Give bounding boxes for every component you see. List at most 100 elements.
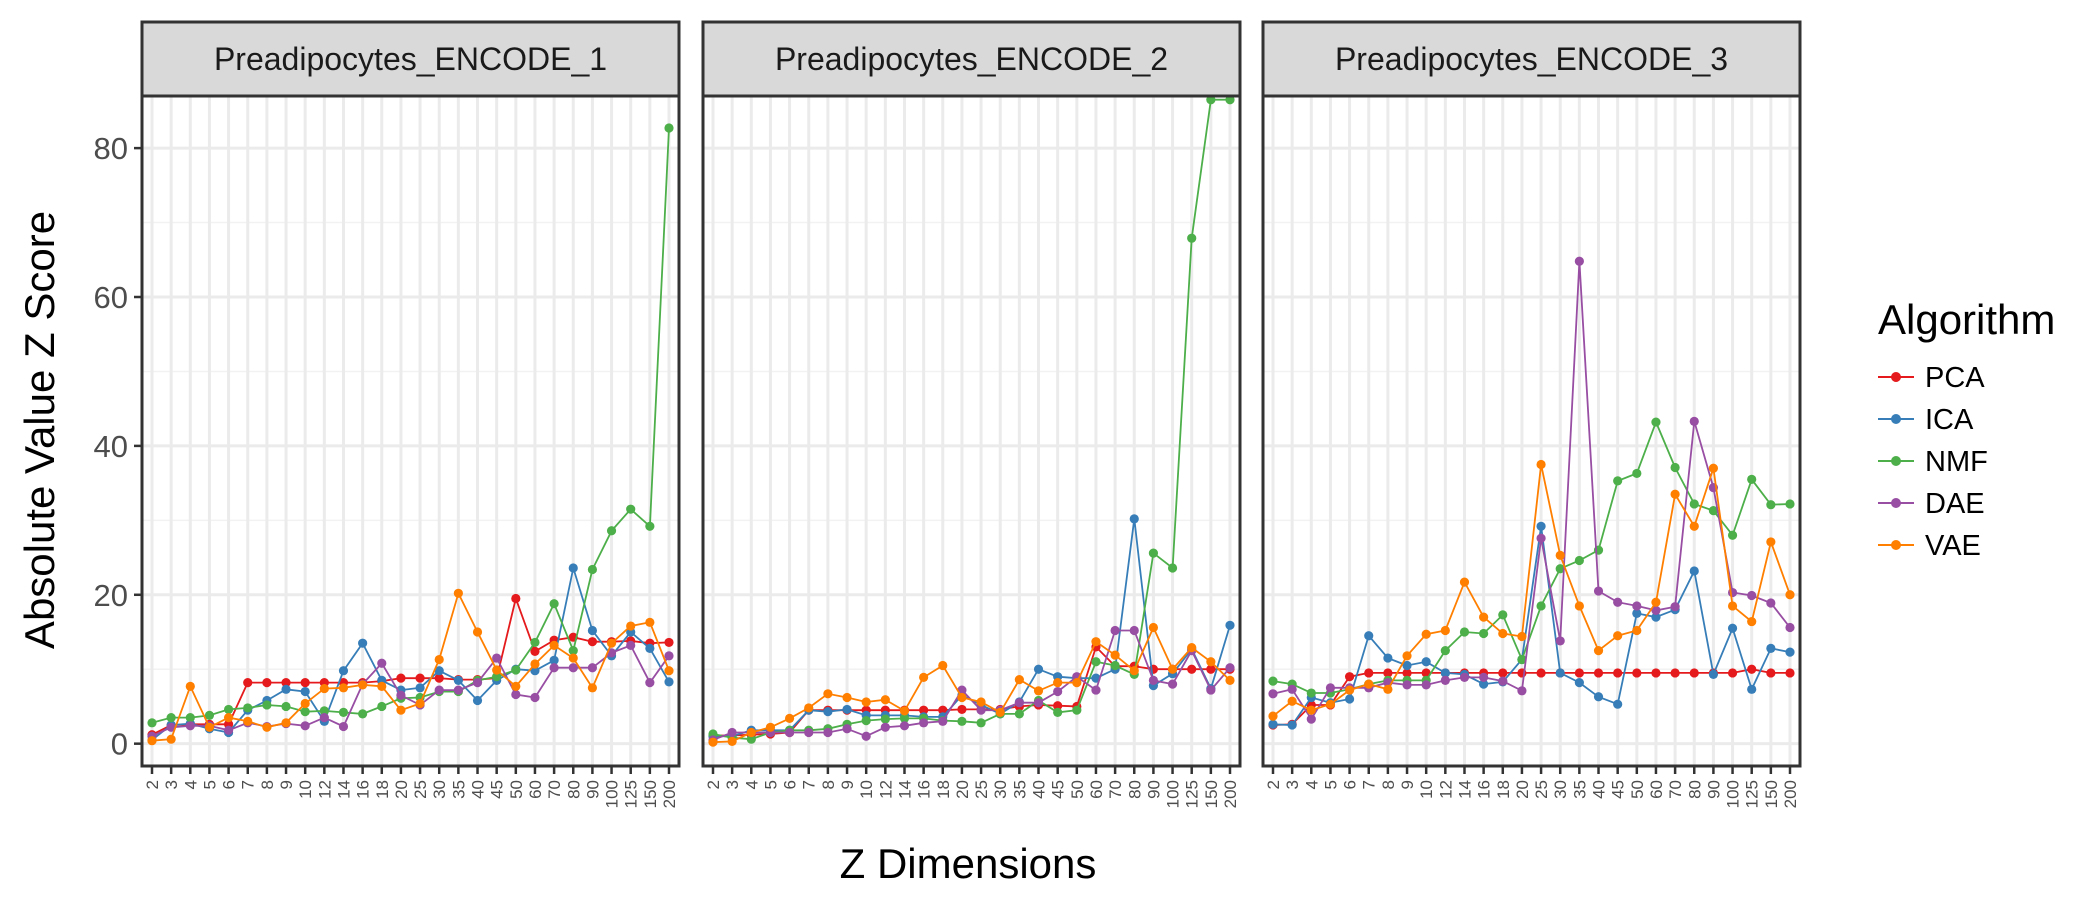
data-point [823, 707, 833, 717]
data-point [899, 706, 910, 716]
data-point [377, 681, 387, 691]
data-point [708, 737, 718, 747]
legend-key-point [1891, 540, 1901, 550]
data-point [1268, 711, 1278, 721]
x-tick-label: 3 [1283, 780, 1302, 789]
x-axis: 2 3 4 5 6 7 8 9 10 12 14 16 18 20 25 30 35 40 45 50 60 70 80 90… [704, 766, 1240, 808]
panel-border [140, 94, 681, 768]
data-point [281, 678, 291, 688]
data-point [530, 637, 540, 648]
data-point [1536, 601, 1546, 611]
data-point [472, 695, 483, 706]
data-point [511, 681, 521, 691]
data-point [549, 663, 559, 673]
data-point [746, 727, 756, 738]
x-tick-label: 20 [953, 780, 972, 799]
data-point [358, 680, 368, 690]
x-tick-label: 50 [507, 780, 526, 799]
y-tick-label: 60 [94, 280, 128, 315]
data-point [664, 677, 674, 687]
data-point [1479, 672, 1489, 683]
data-point [804, 727, 814, 738]
data-point [606, 526, 617, 536]
data-point [899, 721, 910, 731]
data-point [1574, 668, 1584, 678]
series-line-nmf [712, 98, 1230, 741]
data-point [338, 683, 349, 693]
data-point [1785, 622, 1795, 633]
series-line-vae [1272, 464, 1791, 717]
x-tick-label: 30 [991, 780, 1010, 799]
data-point [1574, 601, 1584, 611]
x-tick-label: 70 [545, 780, 564, 799]
data-point [415, 683, 425, 693]
data-point [1613, 476, 1623, 486]
data-point [1167, 679, 1178, 689]
x-tick-label: 25 [411, 780, 430, 799]
data-point [1110, 650, 1120, 660]
x-tick-label: 35 [1570, 780, 1589, 799]
x-axis-title: Z Dimensions [840, 840, 1097, 887]
data-point [1536, 533, 1546, 543]
data-point [166, 722, 176, 732]
data-point [511, 689, 521, 700]
data-point [1364, 631, 1374, 641]
x-tick-label: 80 [1125, 780, 1144, 799]
legend-label: VAE [1925, 530, 1981, 562]
data-point [1670, 602, 1680, 612]
data-point [1306, 705, 1316, 715]
data-point [919, 705, 929, 715]
data-point [1670, 668, 1680, 678]
data-point [1632, 608, 1642, 618]
data-point [1498, 676, 1508, 686]
x-tick-label: 7 [800, 780, 819, 789]
data-point [568, 646, 578, 656]
data-point [1383, 668, 1393, 678]
data-point [823, 727, 833, 738]
data-point [1651, 605, 1661, 616]
data-point [1613, 631, 1623, 641]
x-tick-label: 150 [1202, 780, 1221, 808]
data-point [434, 673, 444, 683]
data-point [1364, 668, 1374, 678]
x-tick-label: 8 [1379, 780, 1398, 789]
data-point [511, 593, 521, 604]
facet-panel-3: Preadipocytes_ENCODE_32 3 4 5 6 7 8 9 10 12 14 16 18… [1261, 20, 1802, 808]
data-point [842, 692, 852, 703]
series-vae [147, 588, 674, 746]
data-point [1225, 663, 1235, 673]
data-point [1766, 537, 1776, 547]
x-tick-label: 5 [200, 780, 219, 789]
data-point [1110, 660, 1120, 671]
data-point [530, 692, 540, 703]
x-tick-label: 90 [583, 780, 602, 799]
y-tick-label: 80 [94, 131, 128, 166]
data-point [1206, 685, 1216, 695]
data-point [1287, 720, 1297, 730]
data-point [1555, 636, 1565, 646]
data-point [1555, 564, 1565, 574]
data-point [1747, 684, 1757, 694]
data-point [861, 697, 871, 707]
legend-item-pca: PCA [1878, 362, 1985, 394]
data-point [1651, 668, 1661, 678]
x-tick-label: 100 [1164, 780, 1183, 808]
data-point [1708, 506, 1719, 516]
data-point [899, 713, 910, 723]
data-point [1708, 669, 1719, 680]
data-point [568, 563, 578, 573]
data-point [727, 727, 737, 738]
x-tick-label: 16 [915, 780, 934, 799]
data-point [434, 685, 444, 695]
data-point [1651, 612, 1661, 622]
data-point [1325, 683, 1336, 693]
data-point [1593, 692, 1604, 702]
x-tick-label: 5 [761, 780, 780, 789]
data-point [1268, 719, 1278, 729]
series-group [1268, 256, 1795, 730]
series-line-pca [1272, 668, 1790, 726]
data-point [204, 710, 215, 720]
x-tick-label: 9 [1398, 780, 1417, 789]
x-tick-label: 60 [526, 780, 545, 799]
data-point [1402, 680, 1412, 690]
